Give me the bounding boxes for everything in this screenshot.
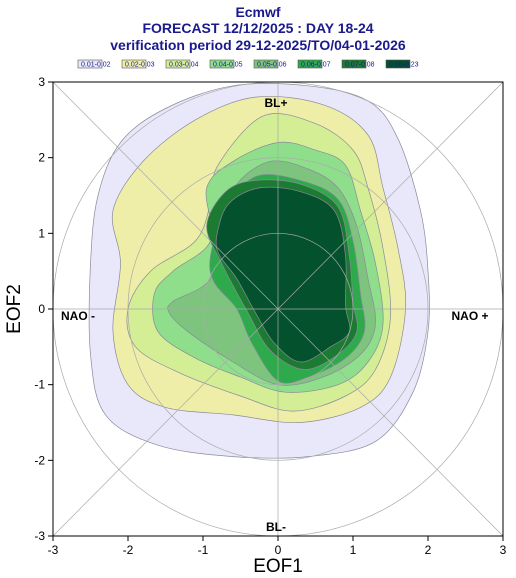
x-tick-label-2: -1 bbox=[198, 543, 209, 557]
legend-label-6: 0.07-0.08 bbox=[345, 62, 375, 69]
legend-label-5: 0.06-0.07 bbox=[301, 62, 331, 69]
x-tick-label-4: 1 bbox=[350, 543, 357, 557]
y-axis-label: EOF2 bbox=[4, 284, 25, 334]
chart-subtitle: FORECAST 12/12/2025 : DAY 18-24 bbox=[142, 20, 373, 36]
x-axis-label: EOF1 bbox=[253, 556, 303, 577]
chart-period: verification period 29-12-2025/TO/04-01-… bbox=[110, 37, 406, 53]
legend-swatch-0 bbox=[77, 59, 103, 69]
regime-label-bottom: BL- bbox=[266, 520, 286, 534]
legend-label-4: 0.05-0.06 bbox=[257, 62, 287, 69]
legend-swatch-3 bbox=[209, 59, 235, 69]
y-tick-label-2: -1 bbox=[34, 378, 45, 392]
x-tick-label-6: 3 bbox=[500, 543, 507, 557]
reference-circle-1 bbox=[202, 232, 354, 386]
y-tick-label-0: -3 bbox=[34, 529, 45, 543]
x-tick-label-0: -3 bbox=[48, 543, 59, 557]
x-tick-label-3: 0 bbox=[275, 543, 282, 557]
regime-label-right: NAO + bbox=[451, 309, 488, 323]
contour-layers bbox=[88, 83, 430, 459]
regime-label-top: BL+ bbox=[264, 96, 287, 110]
x-tick-label-1: -2 bbox=[123, 543, 134, 557]
legend-swatch-1 bbox=[121, 59, 147, 69]
legend-swatch-4 bbox=[253, 59, 279, 69]
y-tick-label-3: 0 bbox=[38, 302, 45, 316]
y-tick-label-5: 2 bbox=[38, 151, 45, 165]
legend-label-2: 0.03-0.04 bbox=[169, 62, 199, 69]
legend-swatch-6 bbox=[341, 59, 367, 69]
y-tick-label-6: 3 bbox=[38, 75, 45, 89]
legend-swatch-2 bbox=[165, 59, 191, 69]
legend-label-0: 0.01-0.02 bbox=[81, 62, 111, 69]
legend-label-7: 0.08-0.23 bbox=[389, 62, 419, 69]
legend-swatch-5 bbox=[297, 59, 323, 69]
y-tick-label-4: 1 bbox=[38, 226, 45, 240]
reference-circle-2 bbox=[127, 157, 429, 461]
reference-guides bbox=[53, 82, 503, 536]
regime-label-left: NAO - bbox=[61, 309, 95, 323]
x-tick-label-5: 2 bbox=[425, 543, 432, 557]
legend-label-3: 0.04-0.05 bbox=[213, 62, 243, 69]
legend-label-1: 0.02-0.03 bbox=[125, 62, 155, 69]
y-tick-label-1: -2 bbox=[34, 453, 45, 467]
legend: 0.01-0.02 0.02-0.03 0.03-0.04 0.04-0.05 0.05… bbox=[77, 59, 419, 69]
chart-title: Ecmwf bbox=[235, 4, 280, 20]
legend-swatch-7 bbox=[385, 59, 411, 69]
contour-0.08-0.23 bbox=[215, 186, 351, 363]
axis-ticks: -3 -2 -1 0 1 2 3 -3 -2 -1 0 1 2 3 bbox=[34, 75, 506, 557]
